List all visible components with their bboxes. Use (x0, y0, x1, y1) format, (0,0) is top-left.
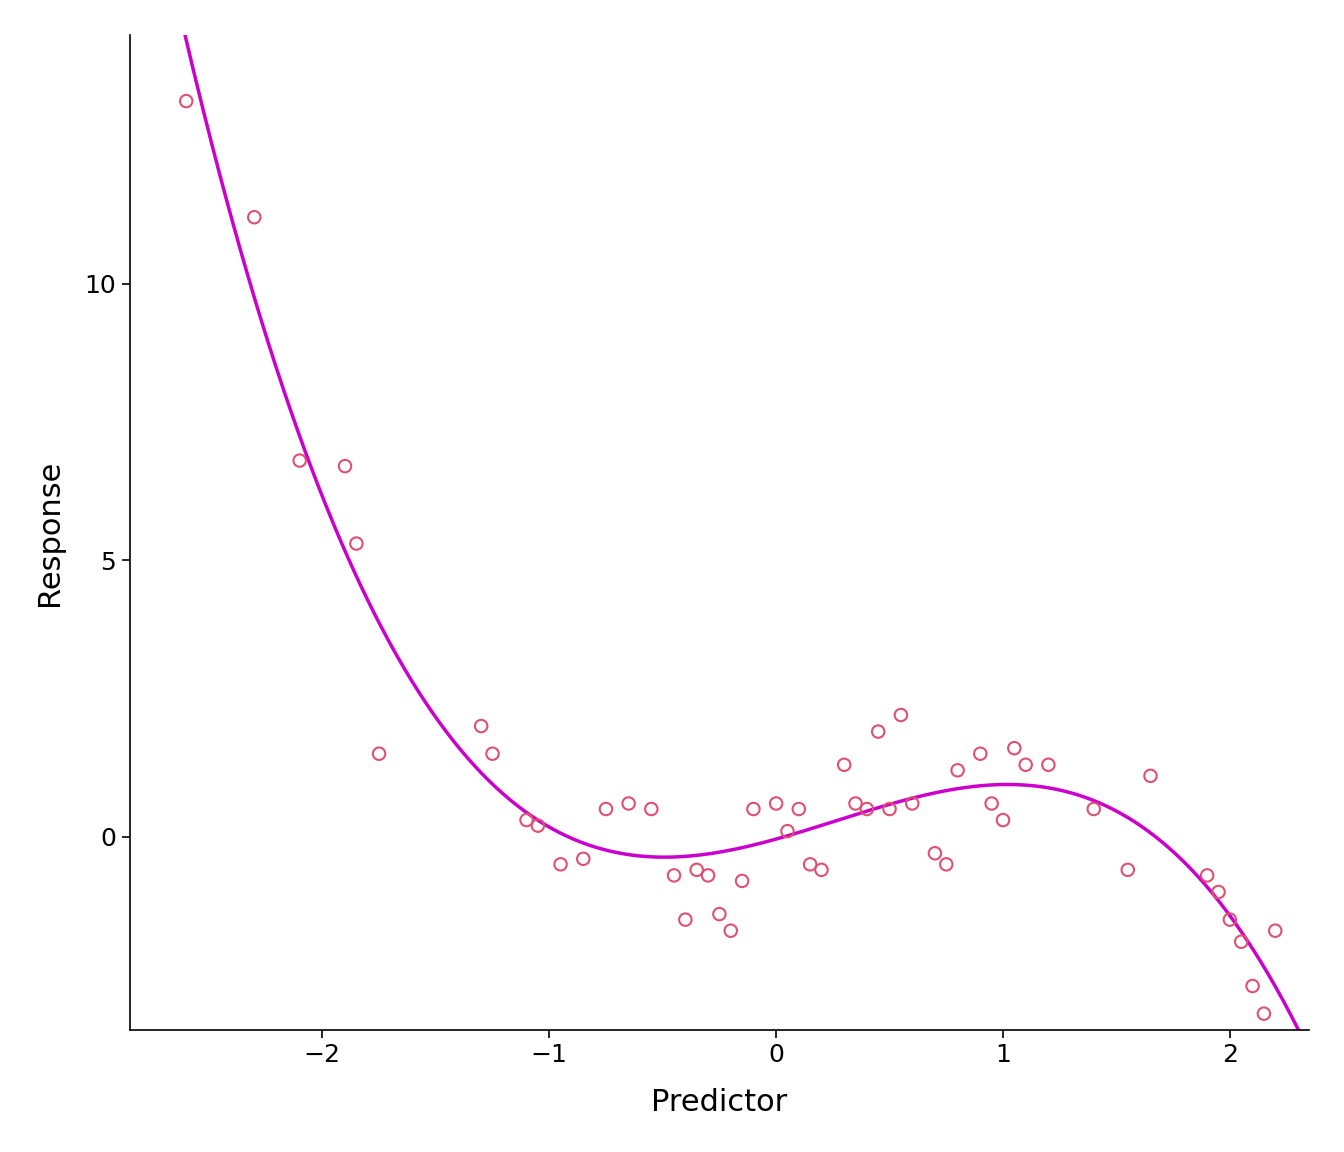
Point (289, 452, 310, 470)
Point (663, 866, 684, 885)
Point (618, 794, 640, 812)
Point (470, 717, 492, 735)
Point (890, 706, 911, 725)
Point (481, 744, 503, 763)
Point (1038, 756, 1059, 774)
Point (243, 209, 265, 227)
Point (641, 799, 663, 818)
Point (573, 849, 594, 867)
Point (550, 855, 571, 873)
Point (675, 910, 696, 929)
Point (810, 861, 832, 879)
Point (1231, 932, 1253, 950)
Point (368, 744, 390, 763)
Point (969, 744, 991, 763)
Point (867, 722, 888, 741)
Point (1117, 861, 1138, 879)
Point (527, 817, 548, 835)
Point (176, 92, 198, 111)
Point (335, 457, 356, 476)
Point (743, 799, 765, 818)
Point (1253, 1005, 1274, 1023)
Point (345, 535, 367, 553)
Point (1015, 756, 1036, 774)
Point (788, 799, 809, 818)
Point (981, 794, 1003, 812)
Point (731, 872, 753, 890)
Point (833, 756, 855, 774)
Point (845, 794, 867, 812)
X-axis label: Predictor: Predictor (652, 1089, 788, 1117)
Point (879, 799, 900, 818)
Point (777, 821, 798, 840)
Point (1265, 922, 1286, 940)
Point (685, 861, 707, 879)
Point (720, 922, 742, 940)
Y-axis label: Response: Response (35, 460, 63, 606)
Point (1140, 766, 1161, 785)
Point (708, 904, 730, 923)
Point (992, 811, 1013, 829)
Point (1242, 977, 1263, 995)
Point (925, 844, 946, 863)
Point (516, 811, 538, 829)
Point (902, 794, 923, 812)
Point (856, 799, 878, 818)
Point (948, 761, 969, 780)
Point (1004, 738, 1025, 757)
Point (800, 855, 821, 873)
Point (595, 799, 617, 818)
Point (1208, 882, 1230, 901)
Point (765, 794, 786, 812)
Point (698, 866, 719, 885)
Point (1196, 866, 1218, 885)
Point (935, 855, 957, 873)
Point (1083, 799, 1105, 818)
Point (1219, 910, 1241, 929)
